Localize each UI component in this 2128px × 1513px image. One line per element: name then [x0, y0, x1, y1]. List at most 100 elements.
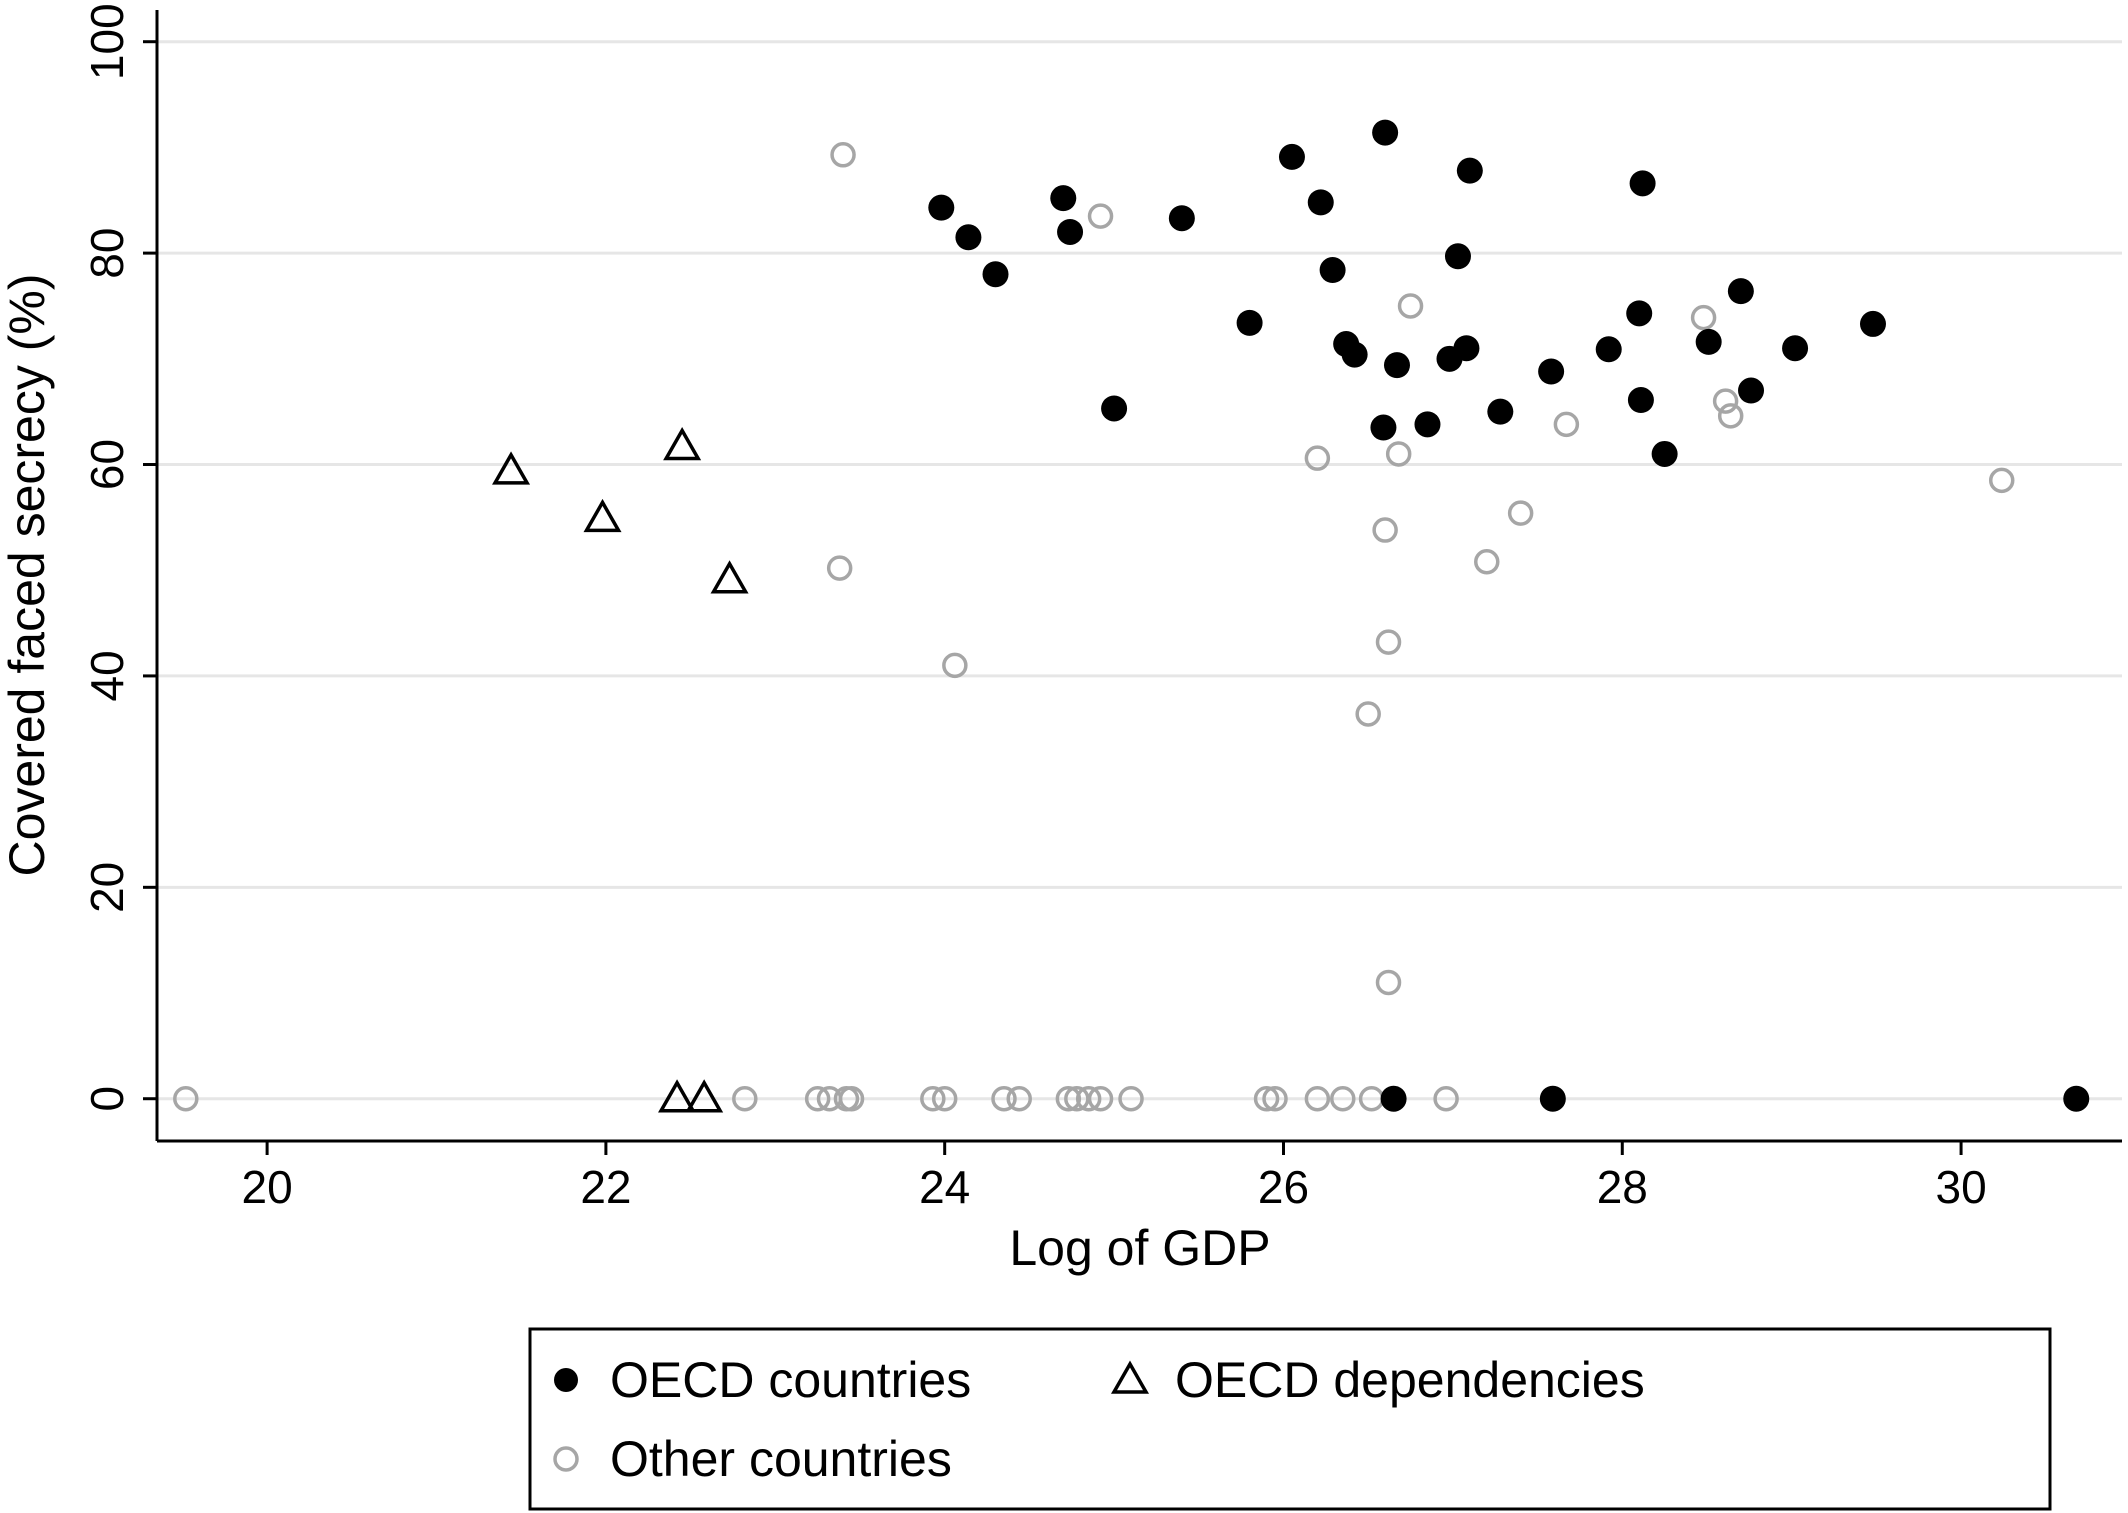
- oecd-dependency-point: [710, 560, 749, 594]
- axes: [155, 10, 2122, 1143]
- oecd-country-point: [1370, 414, 1397, 441]
- oecd-country-point: [1651, 440, 1678, 467]
- other-country-point: [1087, 1085, 1114, 1112]
- oecd-country-point: [1456, 157, 1483, 184]
- oecd-country-point: [1168, 205, 1195, 232]
- x-tick-label: 20: [242, 1161, 293, 1213]
- oecd-country-point: [1383, 352, 1410, 379]
- other-country-point: [1087, 203, 1114, 229]
- axis-ticks: 0 20 40 60 80 100 20 22 24 26 28 30: [81, 3, 1987, 1213]
- other-country-point: [1375, 969, 1402, 996]
- oecd-dependency-point: [658, 1079, 697, 1113]
- oecd-country-point: [1695, 328, 1722, 355]
- other-country-point: [1690, 304, 1717, 331]
- other-country-point: [804, 1085, 831, 1112]
- oecd-country-point: [1859, 310, 1886, 337]
- oecd-country-point: [928, 194, 955, 221]
- other-country-point: [1075, 1085, 1102, 1112]
- oecd-country-point: [1727, 278, 1754, 305]
- gridlines: [157, 40, 2122, 1101]
- oecd-country-point: [1539, 1085, 1566, 1112]
- oecd-country-point: [1627, 387, 1654, 414]
- oecd-country-point: [982, 261, 1009, 288]
- oecd-country-point: [1057, 218, 1084, 245]
- legend-box: [528, 1327, 2052, 1511]
- oecd-country-point: [1782, 335, 1809, 362]
- oecd-country-point: [1595, 336, 1622, 363]
- oecd-country-point: [1453, 335, 1480, 362]
- oecd-country-point: [1050, 185, 1077, 212]
- oecd-country-point: [1307, 189, 1334, 216]
- oecd-country-point: [1341, 341, 1368, 368]
- oecd-dependency-point: [663, 427, 702, 461]
- other-country-point: [1553, 411, 1580, 438]
- other-country-point: [1507, 500, 1534, 526]
- oecd-country-point: [955, 224, 982, 251]
- other-country-point: [1712, 388, 1739, 414]
- other-country-point: [838, 1085, 865, 1112]
- x-axis-title: Log of GDP: [1009, 1220, 1270, 1276]
- data-points: [173, 119, 2090, 1113]
- oecd-country-point: [1738, 377, 1765, 404]
- x-tick-label: 30: [1935, 1161, 1986, 1213]
- y-tick-label: 20: [81, 862, 133, 913]
- oecd-country-point: [1236, 309, 1263, 336]
- other-country-point: [826, 555, 853, 581]
- other-country-point: [1304, 445, 1331, 471]
- oecd-country-point: [1487, 398, 1514, 425]
- y-axis-title: Covered faced secrecy (%): [0, 273, 55, 876]
- oecd-country-point: [1414, 411, 1441, 438]
- legend-marker-other-countries: [553, 1446, 579, 1472]
- oecd-country-point: [1319, 257, 1346, 284]
- other-country-point: [1717, 403, 1744, 429]
- legend-marker-oecd-dependencies: [1110, 1360, 1150, 1394]
- oecd-country-point: [1626, 300, 1653, 327]
- legend-label-oecd-countries: OECD countries: [610, 1352, 971, 1408]
- oecd-country-point: [1101, 395, 1128, 422]
- other-country-point: [1006, 1085, 1032, 1112]
- oecd-dependency-point: [492, 451, 531, 485]
- other-country-point: [173, 1085, 199, 1112]
- oecd-dependency-point: [583, 498, 622, 533]
- y-tick-label: 40: [81, 650, 133, 701]
- legend-label-oecd-dependencies: OECD dependencies: [1175, 1352, 1645, 1408]
- other-country-point: [1397, 293, 1424, 319]
- legend-label-other-countries: Other countries: [610, 1431, 952, 1487]
- other-country-point: [830, 142, 856, 168]
- oecd-dependency-point: [685, 1079, 724, 1113]
- other-country-point: [1118, 1085, 1144, 1112]
- other-country-point: [942, 652, 968, 679]
- other-country-point: [1474, 549, 1500, 575]
- other-country-point: [1304, 1085, 1331, 1112]
- other-country-point: [1355, 701, 1381, 727]
- other-country-point: [991, 1085, 1017, 1112]
- oecd-country-point: [1538, 358, 1565, 385]
- other-country-point: [920, 1085, 946, 1112]
- x-tick-label: 26: [1258, 1161, 1309, 1213]
- other-country-point: [1330, 1085, 1356, 1112]
- other-country-point: [931, 1085, 958, 1112]
- oecd-country-point: [1278, 143, 1305, 170]
- oecd-country-point: [2063, 1085, 2090, 1112]
- other-country-point: [732, 1085, 758, 1112]
- legend-marker-oecd-countries: [554, 1368, 578, 1392]
- y-tick-label: 0: [81, 1086, 133, 1112]
- oecd-country-point: [1372, 119, 1399, 146]
- x-tick-label: 28: [1597, 1161, 1648, 1213]
- other-country-point: [1375, 629, 1402, 655]
- y-tick-label: 80: [81, 228, 133, 279]
- other-country-point: [1433, 1085, 1459, 1112]
- legend: OECD countries OECD dependencies Other c…: [528, 1327, 2052, 1511]
- other-country-point: [1988, 467, 2015, 494]
- oecd-country-point: [1444, 243, 1471, 270]
- other-country-point: [1385, 441, 1412, 467]
- other-country-point: [1262, 1085, 1288, 1112]
- other-country-point: [1372, 517, 1398, 543]
- oecd-country-point: [1629, 170, 1656, 197]
- x-tick-label: 22: [580, 1161, 631, 1213]
- oecd-country-point: [1380, 1085, 1407, 1112]
- y-tick-label: 60: [81, 439, 133, 490]
- y-tick-label: 100: [81, 3, 133, 80]
- other-country-point: [1253, 1085, 1280, 1112]
